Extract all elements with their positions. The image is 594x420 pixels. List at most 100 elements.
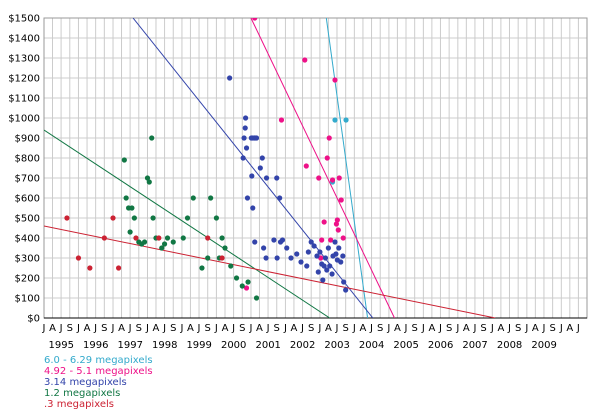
data-point: [161, 241, 168, 247]
month-tick-label: A: [118, 323, 125, 334]
data-point: [129, 205, 135, 211]
data-point: [180, 235, 186, 241]
y-tick-label: $300: [15, 254, 40, 265]
legend-item-03mp: .3 megapixels: [44, 399, 114, 410]
month-tick-label: S: [480, 323, 486, 334]
y-tick-label: $700: [15, 174, 40, 185]
data-point: [219, 255, 225, 261]
trend-lines: [44, 18, 496, 318]
data-point: [245, 279, 251, 285]
data-point: [284, 245, 290, 251]
data-point: [252, 239, 258, 245]
month-tick-label: A: [497, 323, 504, 334]
data-point: [222, 245, 228, 251]
month-tick-label: J: [231, 323, 235, 334]
year-label: 2002: [290, 340, 315, 351]
data-point: [304, 263, 310, 269]
trend-line: [44, 129, 330, 318]
y-tick-label: $200: [15, 274, 40, 285]
year-label: 2006: [428, 340, 453, 351]
trend-line: [325, 18, 369, 318]
month-tick-label: J: [369, 323, 373, 334]
data-point: [263, 255, 269, 261]
year-label: 2001: [255, 340, 280, 351]
month-tick-label: S: [377, 323, 383, 334]
data-point: [324, 155, 330, 161]
data-point: [159, 245, 165, 251]
data-point: [253, 295, 260, 301]
data-point: [321, 263, 327, 269]
data-point: [205, 255, 211, 261]
data-point: [261, 245, 267, 251]
year-label: 2007: [462, 340, 487, 351]
month-tick-label: J: [111, 323, 115, 334]
data-point: [302, 57, 308, 63]
year-label: 2005: [393, 340, 418, 351]
data-point: [294, 251, 300, 257]
data-point: [144, 175, 151, 181]
data-point: [121, 157, 127, 163]
month-tick-label: S: [101, 323, 107, 334]
data-point: [263, 175, 270, 181]
data-point: [315, 269, 321, 275]
month-tick-label: S: [136, 323, 142, 334]
data-point: [303, 163, 309, 169]
data-point: [298, 259, 304, 265]
data-point: [326, 135, 332, 141]
month-tick-label: J: [541, 323, 545, 334]
legend-item-1mp: 1.2 megapixels: [44, 388, 121, 399]
month-tick-label: J: [490, 323, 494, 334]
data-point: [150, 215, 156, 221]
month-tick-label: J: [248, 323, 252, 334]
month-tick-label: J: [335, 323, 339, 334]
data-point: [243, 285, 250, 291]
y-tick-label: $0: [27, 314, 40, 325]
data-point: [149, 135, 155, 141]
data-point: [190, 195, 196, 201]
trend-line: [44, 225, 496, 318]
data-point: [205, 235, 211, 241]
data-point: [141, 239, 148, 245]
data-point: [325, 245, 331, 251]
month-tick-label: J: [524, 323, 528, 334]
plot-border: [43, 17, 588, 319]
data-point: [244, 195, 251, 201]
y-tick-label: $600: [15, 194, 40, 205]
data-point: [252, 18, 258, 21]
month-tick-label: J: [300, 323, 304, 334]
y-tick-label: $800: [15, 154, 40, 165]
data-point: [213, 215, 220, 221]
plot-frame: [43, 17, 588, 319]
year-label: 1996: [83, 340, 108, 351]
year-label: 2009: [531, 340, 556, 351]
month-tick-label: A: [532, 323, 539, 334]
month-tick-label: A: [360, 323, 367, 334]
data-point: [305, 249, 311, 255]
data-point: [319, 237, 325, 243]
data-point: [288, 255, 294, 261]
data-point: [123, 195, 129, 201]
data-point: [334, 217, 340, 223]
data-point: [343, 117, 349, 123]
data-point: [314, 253, 320, 259]
data-point: [332, 77, 338, 83]
data-point: [219, 235, 225, 241]
month-tick-label: J: [472, 323, 476, 334]
data-point: [259, 155, 265, 161]
data-point: [338, 197, 344, 203]
data-point: [329, 177, 336, 183]
data-point: [233, 275, 240, 281]
data-point: [271, 237, 277, 243]
y-tick-label: $400: [15, 234, 40, 245]
data-point: [340, 235, 346, 241]
month-tick-label: S: [549, 323, 555, 334]
data-point: [320, 277, 326, 283]
grid-lines: [43, 17, 587, 319]
data-point: [327, 263, 333, 269]
y-tick-label: $900: [15, 134, 40, 145]
data-point: [257, 165, 263, 171]
y-tick-label: $1500: [8, 14, 40, 25]
data-point: [242, 115, 249, 121]
month-tick-label: A: [463, 323, 470, 334]
